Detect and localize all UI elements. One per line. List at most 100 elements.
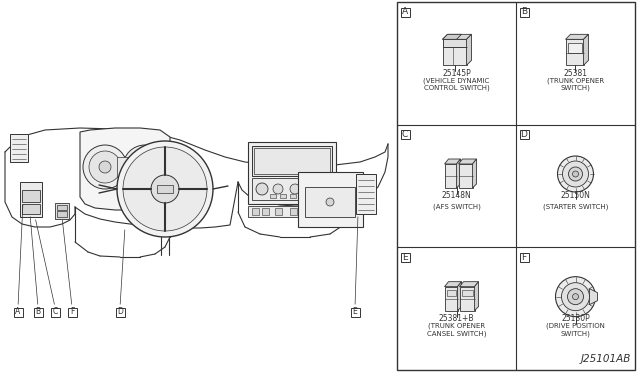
Polygon shape (458, 282, 461, 311)
Circle shape (123, 145, 167, 189)
Bar (252, 208, 259, 215)
Bar (290, 208, 297, 215)
Text: E: E (402, 253, 408, 262)
Bar (461, 290, 472, 296)
Polygon shape (442, 39, 467, 47)
Bar (520, 253, 529, 262)
Circle shape (573, 171, 579, 177)
Circle shape (326, 198, 334, 206)
Bar (300, 194, 306, 198)
Text: B: B (521, 7, 527, 16)
Circle shape (557, 156, 593, 192)
Polygon shape (474, 282, 479, 311)
Text: A: A (402, 7, 408, 16)
Bar (252, 146, 332, 176)
Bar (67, 308, 77, 317)
Text: 25150N: 25150N (561, 192, 591, 201)
Text: (DRIVE POSITION
SWITCH): (DRIVE POSITION SWITCH) (546, 323, 605, 337)
Text: 25148N: 25148N (442, 192, 472, 201)
Bar (520, 130, 529, 139)
Bar (57, 205, 67, 210)
Polygon shape (456, 159, 461, 188)
Text: D: D (117, 308, 123, 317)
Text: C: C (402, 130, 408, 139)
Circle shape (83, 145, 127, 189)
Circle shape (129, 151, 161, 183)
Bar (351, 308, 360, 317)
Bar (254, 148, 330, 174)
Circle shape (256, 183, 268, 195)
Circle shape (273, 184, 283, 194)
Circle shape (123, 147, 207, 231)
Bar (117, 157, 133, 177)
Bar (305, 208, 312, 215)
Circle shape (573, 294, 579, 300)
Text: 25130P: 25130P (561, 314, 590, 323)
Bar (520, 7, 529, 16)
Bar (401, 7, 410, 16)
Polygon shape (80, 128, 170, 210)
Polygon shape (442, 39, 467, 65)
Polygon shape (442, 34, 472, 39)
Bar (55, 203, 69, 219)
Circle shape (99, 161, 111, 173)
Text: (VEHICLE DYNAMIC
CONTROL SWITCH): (VEHICLE DYNAMIC CONTROL SWITCH) (424, 77, 490, 92)
Circle shape (89, 151, 121, 183)
Text: B: B (35, 308, 40, 317)
Circle shape (117, 141, 213, 237)
Text: F: F (70, 308, 74, 317)
Bar (57, 211, 67, 217)
Bar (157, 185, 173, 193)
Circle shape (139, 161, 151, 173)
Text: F: F (522, 253, 527, 262)
Circle shape (556, 277, 595, 317)
Bar (401, 130, 410, 139)
Circle shape (290, 184, 300, 194)
Text: D: D (520, 130, 527, 139)
Text: (TRUNK OPENER
SWITCH): (TRUNK OPENER SWITCH) (547, 77, 604, 92)
Polygon shape (467, 34, 472, 65)
Text: 25381: 25381 (563, 69, 588, 78)
Polygon shape (445, 164, 456, 188)
Polygon shape (458, 164, 472, 188)
Text: (AFS SWITCH): (AFS SWITCH) (433, 204, 481, 210)
Bar (320, 208, 327, 215)
Text: 25145P: 25145P (442, 69, 471, 78)
Text: A: A (15, 308, 20, 317)
Text: C: C (52, 308, 58, 317)
Circle shape (312, 183, 324, 195)
Text: J25101AB: J25101AB (580, 354, 631, 364)
Text: (TRUNK OPENER
CANSEL SWITCH): (TRUNK OPENER CANSEL SWITCH) (427, 323, 486, 337)
Bar (13, 308, 22, 317)
Bar (33, 308, 42, 317)
Bar (568, 43, 582, 53)
Bar (262, 208, 269, 215)
Polygon shape (445, 282, 461, 287)
Polygon shape (566, 34, 589, 39)
Circle shape (568, 289, 584, 305)
Bar (51, 308, 60, 317)
Bar (310, 194, 316, 198)
Circle shape (568, 167, 582, 181)
Bar (10, 134, 28, 162)
Bar (298, 172, 363, 227)
Bar (280, 194, 286, 198)
Text: 25381+B: 25381+B (439, 314, 474, 323)
Polygon shape (589, 289, 598, 305)
Bar (22, 204, 40, 214)
Bar (356, 174, 376, 214)
Bar (20, 182, 42, 217)
Bar (252, 178, 332, 200)
Polygon shape (584, 34, 589, 65)
Text: E: E (353, 308, 357, 317)
Polygon shape (442, 34, 461, 39)
Circle shape (151, 175, 179, 203)
Polygon shape (458, 159, 477, 164)
Polygon shape (460, 287, 474, 311)
Bar (248, 142, 336, 204)
Polygon shape (472, 159, 477, 188)
Bar (115, 308, 125, 317)
Bar (22, 190, 40, 202)
Bar (270, 194, 276, 198)
Polygon shape (445, 287, 458, 311)
